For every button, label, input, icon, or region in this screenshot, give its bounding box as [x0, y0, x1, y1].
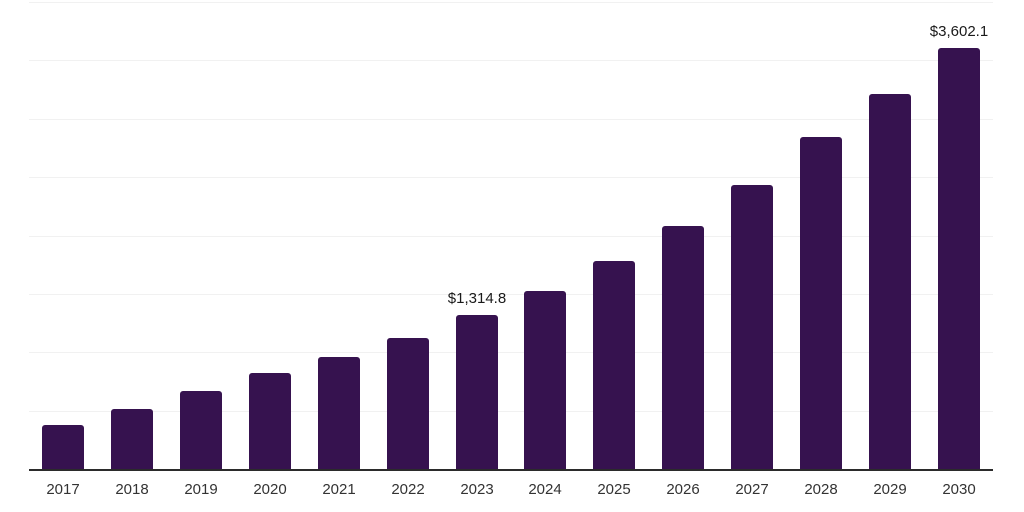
x-tick-label-2027: 2027 — [735, 481, 769, 498]
gridline — [29, 60, 993, 61]
x-tick-label-2018: 2018 — [115, 481, 149, 498]
bar-2022 — [387, 338, 429, 469]
bar-2030 — [938, 48, 980, 469]
x-axis-line — [29, 469, 993, 471]
bar-2026 — [662, 226, 704, 469]
bar-2017 — [42, 425, 84, 469]
bar-2020 — [249, 373, 291, 469]
bar-2023 — [456, 315, 498, 469]
x-tick-label-2030: 2030 — [942, 481, 976, 498]
x-tick-label-2017: 2017 — [46, 481, 80, 498]
data-label-2023: $1,314.8 — [447, 290, 507, 307]
x-tick-label-2025: 2025 — [597, 481, 631, 498]
x-tick-label-2020: 2020 — [253, 481, 287, 498]
bar-2019 — [180, 391, 222, 469]
bar-2021 — [318, 357, 360, 469]
x-tick-label-2028: 2028 — [804, 481, 838, 498]
bar-2027 — [731, 185, 773, 469]
gridline — [29, 119, 993, 120]
x-tick-label-2021: 2021 — [322, 481, 356, 498]
bar-2024 — [524, 291, 566, 469]
x-tick-label-2024: 2024 — [528, 481, 562, 498]
gridline — [29, 411, 993, 412]
gridline — [29, 236, 993, 237]
bar-2025 — [593, 261, 635, 469]
gridline — [29, 177, 993, 178]
x-tick-label-2026: 2026 — [666, 481, 700, 498]
x-tick-label-2022: 2022 — [391, 481, 425, 498]
bar-2028 — [800, 137, 842, 469]
bar-2018 — [111, 409, 153, 469]
gridline — [29, 2, 993, 3]
x-tick-label-2023: 2023 — [460, 481, 494, 498]
bar-2029 — [869, 94, 911, 469]
gridline — [29, 352, 993, 353]
x-tick-label-2019: 2019 — [184, 481, 218, 498]
x-tick-label-2029: 2029 — [873, 481, 907, 498]
data-label-2030: $3,602.1 — [929, 23, 989, 40]
